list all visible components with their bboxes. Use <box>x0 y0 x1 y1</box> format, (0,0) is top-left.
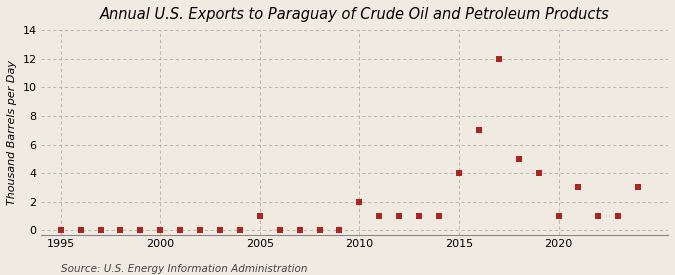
Point <box>234 228 245 233</box>
Title: Annual U.S. Exports to Paraguay of Crude Oil and Petroleum Products: Annual U.S. Exports to Paraguay of Crude… <box>99 7 610 22</box>
Point <box>95 228 106 233</box>
Text: Source: U.S. Energy Information Administration: Source: U.S. Energy Information Administ… <box>61 264 307 274</box>
Point <box>553 214 564 218</box>
Point <box>354 200 364 204</box>
Point <box>314 228 325 233</box>
Point <box>493 56 504 61</box>
Point <box>55 228 66 233</box>
Point <box>374 214 385 218</box>
Point <box>394 214 404 218</box>
Point <box>513 157 524 161</box>
Point <box>175 228 186 233</box>
Point <box>294 228 305 233</box>
Point <box>194 228 205 233</box>
Y-axis label: Thousand Barrels per Day: Thousand Barrels per Day <box>7 60 17 205</box>
Point <box>473 128 484 132</box>
Point <box>115 228 126 233</box>
Point <box>254 214 265 218</box>
Point <box>593 214 603 218</box>
Point <box>414 214 425 218</box>
Point <box>215 228 225 233</box>
Point <box>454 171 464 175</box>
Point <box>632 185 643 190</box>
Point <box>613 214 624 218</box>
Point <box>274 228 285 233</box>
Point <box>433 214 444 218</box>
Point <box>135 228 146 233</box>
Point <box>334 228 345 233</box>
Point <box>533 171 544 175</box>
Point <box>75 228 86 233</box>
Point <box>573 185 584 190</box>
Point <box>155 228 165 233</box>
